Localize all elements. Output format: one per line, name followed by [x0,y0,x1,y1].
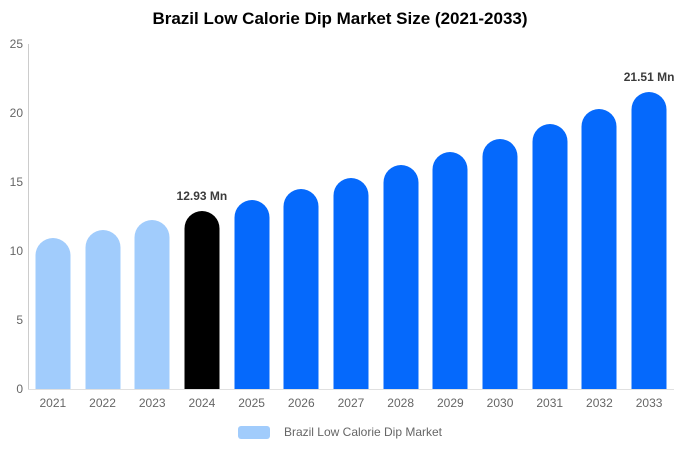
y-axis-line [28,44,29,389]
chart-title: Brazil Low Calorie Dip Market Size (2021… [152,9,528,28]
x-tick-2031: 2031 [536,396,564,410]
x-tick-2023: 2023 [138,396,166,410]
x-tick-2022: 2022 [89,396,116,410]
legend-swatch[interactable] [237,425,270,439]
x-tick-2025: 2025 [238,396,265,410]
bar-2025[interactable] [234,200,270,389]
bar-2026[interactable] [283,189,319,389]
bar-2024[interactable] [184,211,220,389]
data-label-2024: 12.93 Mn [176,189,228,203]
bar-2021[interactable] [35,238,71,389]
bar-2023[interactable] [134,220,170,389]
bar-slot-2029: 2029 [426,44,476,410]
bar-slot-2025: 2025 [227,44,277,410]
y-tick-10: 10 [9,244,23,258]
y-tick-5: 5 [16,313,23,327]
bar-slot-2026: 2026 [276,44,326,410]
bar-2027[interactable] [333,178,369,389]
bar-slot-2030: 2030 [475,44,525,410]
x-tick-2026: 2026 [287,396,315,410]
bar-2031[interactable] [532,124,568,389]
y-tick-0: 0 [16,382,23,396]
bar-slot-2027: 2027 [326,44,376,410]
x-tick-2030: 2030 [486,396,514,410]
x-tick-2024: 2024 [188,396,216,410]
y-tick-25: 25 [9,37,23,51]
data-label-2033: 21.51 Mn [623,70,675,84]
x-tick-2033: 2033 [635,396,663,410]
x-tick-2021: 2021 [39,396,67,410]
bar-slot-2031: 2031 [525,44,575,410]
bar-2028[interactable] [383,165,419,389]
bar-slot-2028: 2028 [376,44,426,410]
x-tick-2029: 2029 [436,396,464,410]
bar-2029[interactable] [432,152,468,389]
x-tick-2027: 2027 [337,396,365,410]
y-tick-20: 20 [9,106,23,120]
x-tick-2028: 2028 [387,396,414,410]
plot-area: 2021 2022 2023 2024 12.93 Mn 2025 2026 2027 2028… [28,44,675,410]
bar-slot-2033: 2033 21.51 Mn [624,44,675,410]
legend-label[interactable]: Brazil Low Calorie Dip Market [283,425,443,439]
bar-2033[interactable] [631,92,667,389]
legend[interactable]: Brazil Low Calorie Dip Market [0,425,680,439]
x-tick-2032: 2032 [586,396,613,410]
bar-2030[interactable] [482,139,518,389]
bar-slot-2021: 2021 [28,44,78,410]
x-axis-line [28,389,674,390]
bar-slot-2023: 2023 [127,44,177,410]
bar-slot-2032: 2032 [575,44,625,410]
bar-slot-2022: 2022 [78,44,128,410]
bar-2032[interactable] [581,109,617,389]
bar-slot-2024: 2024 12.93 Mn [177,44,228,410]
bar-2022[interactable] [85,230,121,389]
y-tick-15: 15 [9,175,23,189]
